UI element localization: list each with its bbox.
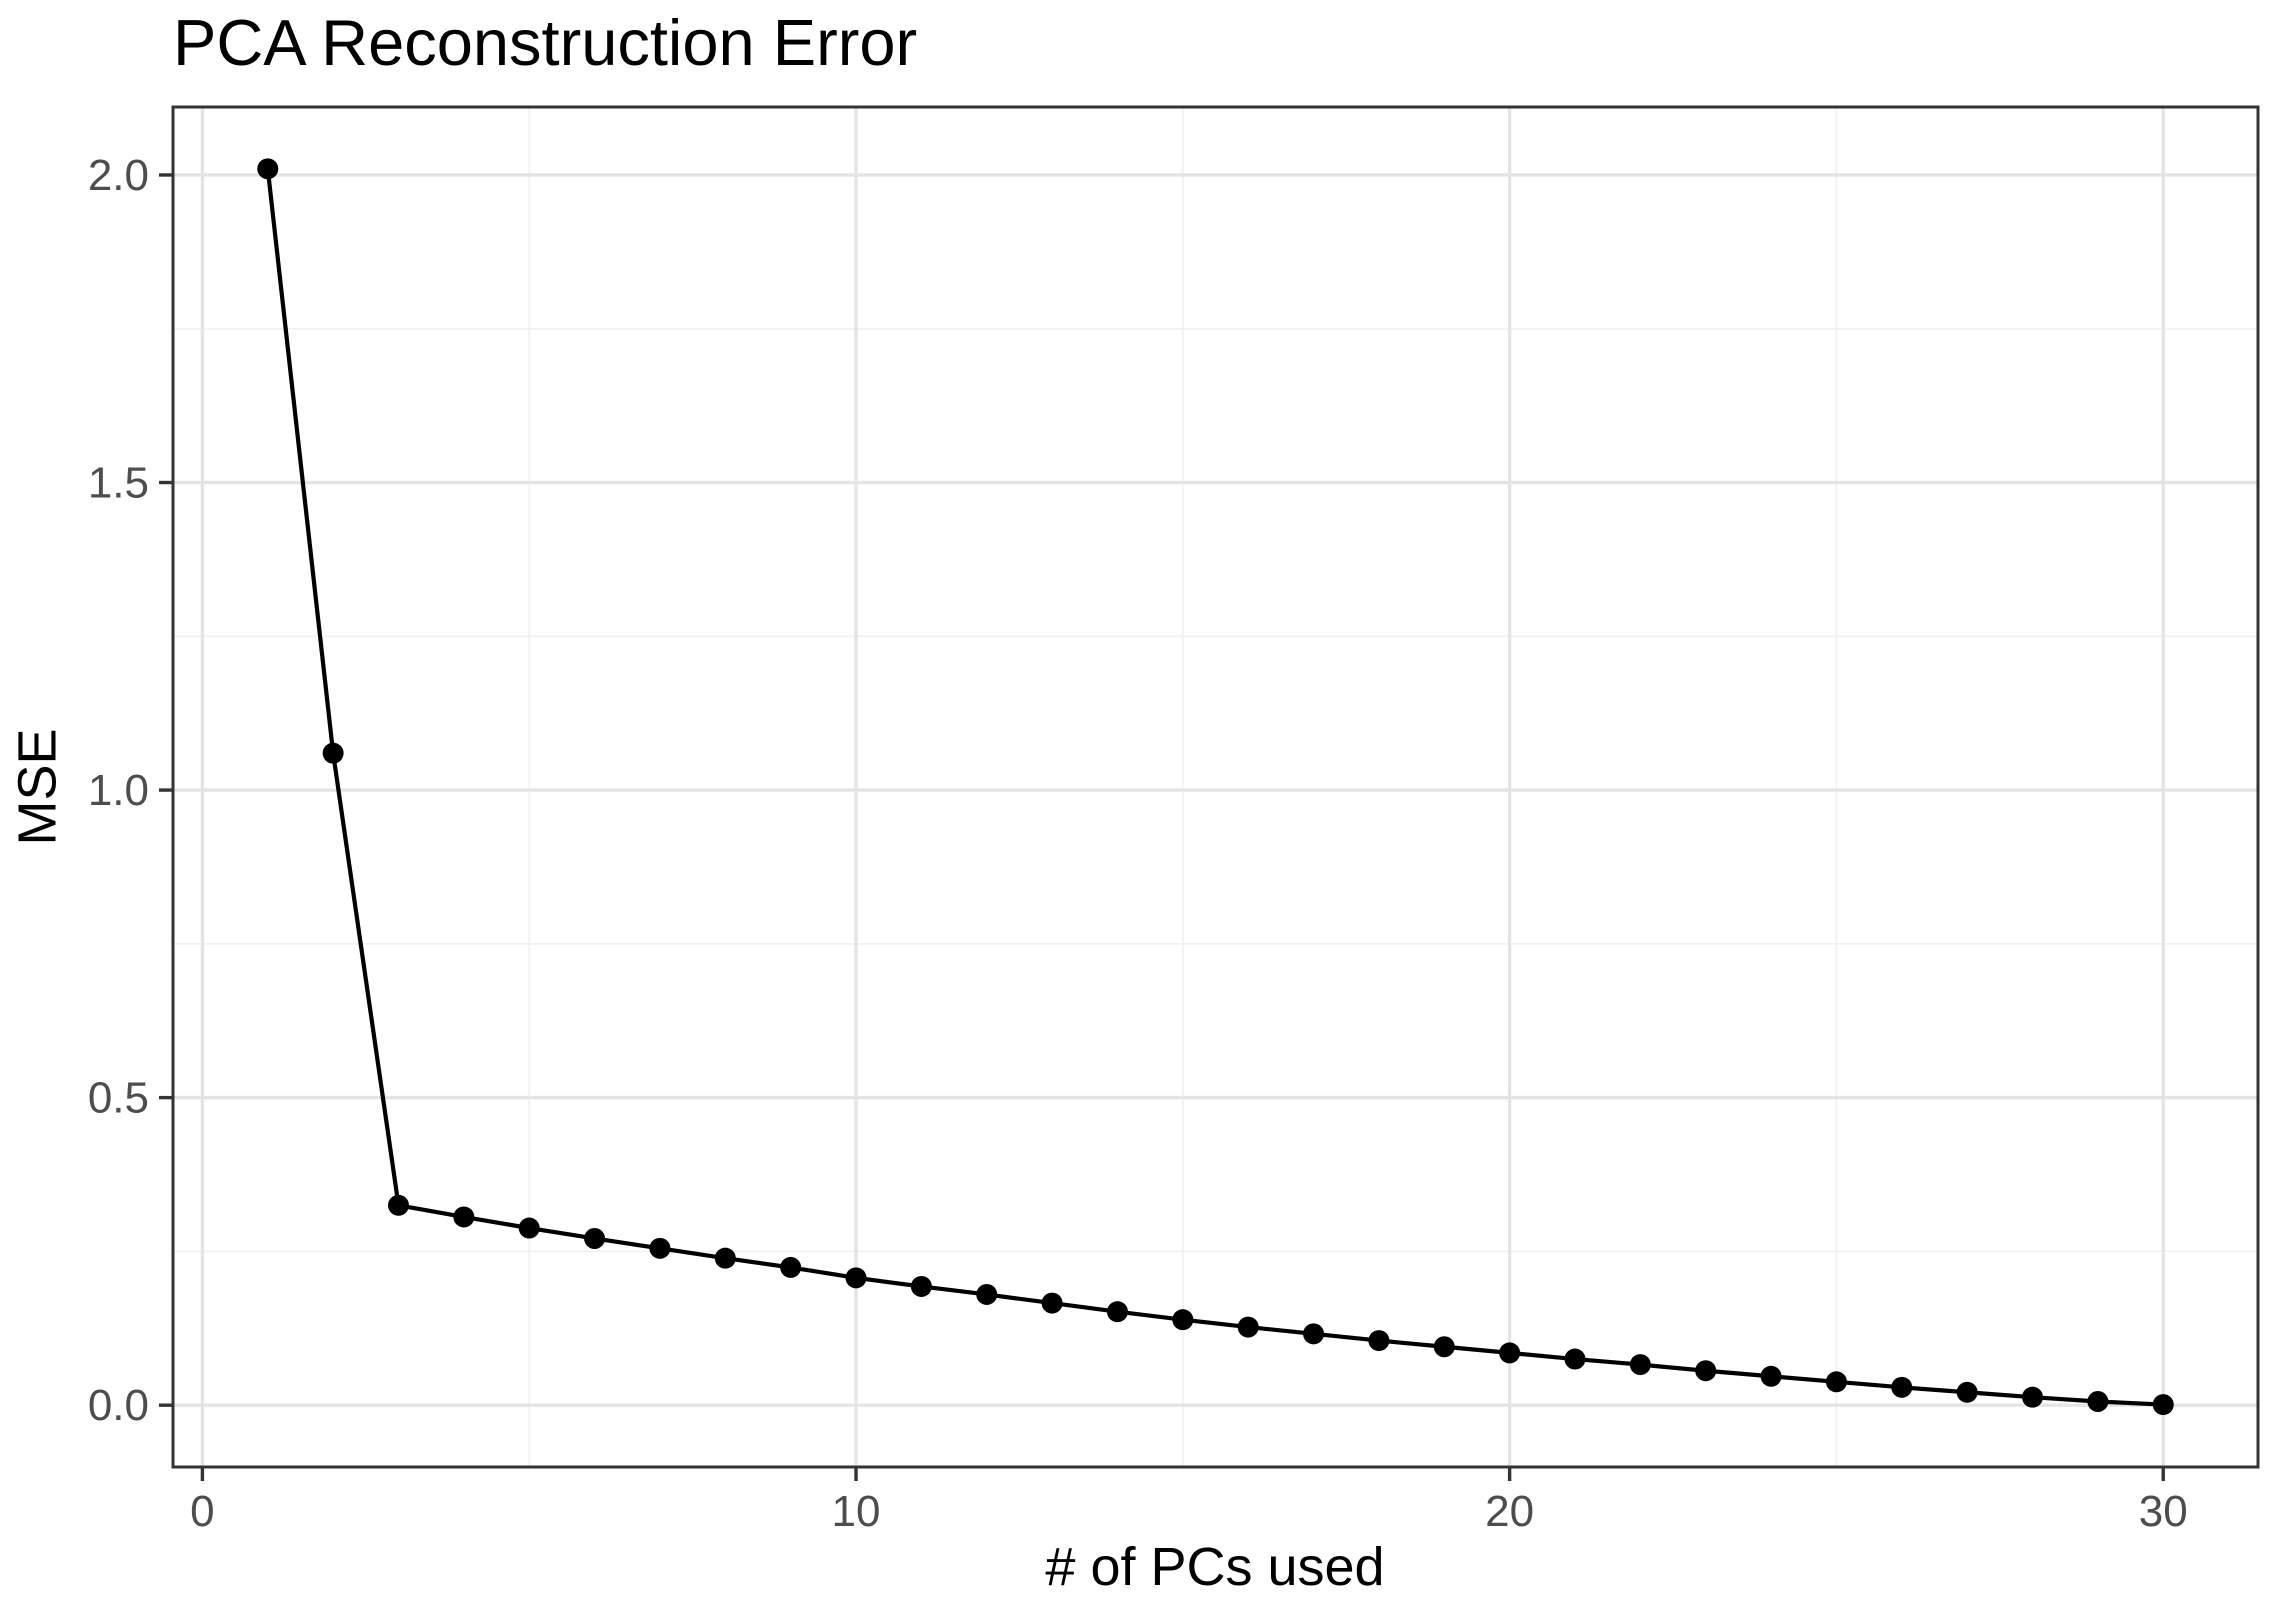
data-point (649, 1237, 671, 1259)
chart-title: PCA Reconstruction Error (173, 6, 918, 79)
data-point (1172, 1309, 1194, 1331)
data-point (1629, 1354, 1651, 1376)
x-tick-label: 10 (832, 1487, 881, 1536)
data-point (1695, 1360, 1717, 1382)
y-tick-label: 1.0 (88, 766, 149, 815)
data-point (1825, 1371, 1847, 1393)
y-axis-title: MSE (7, 728, 68, 846)
x-axis-title: # of PCs used (1045, 1537, 1385, 1597)
data-point (1106, 1301, 1128, 1323)
x-tick-label: 20 (1485, 1487, 1534, 1536)
data-line (265, 166, 2166, 1407)
data-point (1433, 1336, 1455, 1358)
data-point (1760, 1365, 1782, 1387)
data-point (1499, 1342, 1521, 1364)
data-point (845, 1267, 867, 1289)
data-point (1564, 1348, 1586, 1370)
data-points (257, 158, 2174, 1416)
axis-ticks (159, 173, 2165, 1481)
data-point (1891, 1376, 1913, 1398)
x-tick-labels: 0 10 20 30 (190, 1487, 2188, 1536)
data-point (322, 742, 344, 764)
data-point (2152, 1394, 2174, 1416)
data-point (1368, 1330, 1390, 1352)
data-point (1041, 1292, 1063, 1314)
data-point (2087, 1390, 2109, 1412)
y-tick-labels: 0.0 0.5 1.0 1.5 2.0 (88, 151, 149, 1430)
data-point (518, 1217, 540, 1239)
gridlines-minor (173, 107, 2258, 1467)
data-point (1237, 1316, 1259, 1338)
data-point (584, 1227, 606, 1249)
x-tick-label: 30 (2139, 1487, 2188, 1536)
gridlines-major (173, 107, 2258, 1467)
y-tick-label: 2.0 (88, 151, 149, 200)
data-point (1303, 1323, 1325, 1345)
data-point (714, 1247, 736, 1269)
y-tick-label: 0.5 (88, 1074, 149, 1123)
data-point (910, 1275, 932, 1297)
data-point (387, 1194, 409, 1216)
x-tick-label: 0 (190, 1487, 214, 1536)
data-point (1956, 1381, 1978, 1403)
data-point (2022, 1386, 2044, 1408)
data-point (976, 1283, 998, 1305)
y-tick-label: 0.0 (88, 1381, 149, 1430)
data-point (257, 158, 279, 180)
panel-border (171, 105, 2260, 1469)
data-point (780, 1256, 802, 1278)
y-tick-label: 1.5 (88, 459, 149, 508)
data-point (453, 1206, 475, 1228)
